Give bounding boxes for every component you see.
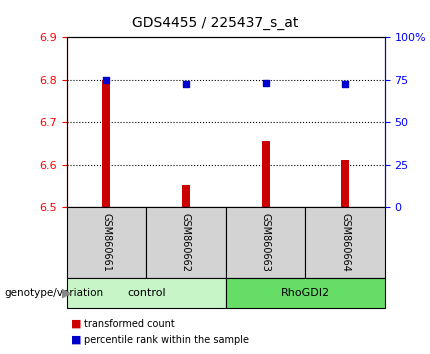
Point bbox=[183, 81, 190, 87]
Bar bbox=[182, 184, 190, 207]
FancyBboxPatch shape bbox=[67, 278, 226, 308]
Text: GDS4455 / 225437_s_at: GDS4455 / 225437_s_at bbox=[132, 16, 298, 30]
Text: transformed count: transformed count bbox=[84, 319, 175, 329]
Text: GSM860662: GSM860662 bbox=[181, 213, 191, 272]
FancyBboxPatch shape bbox=[305, 207, 385, 278]
Bar bbox=[102, 80, 111, 207]
FancyBboxPatch shape bbox=[146, 207, 226, 278]
Text: ■: ■ bbox=[71, 319, 81, 329]
Point bbox=[103, 78, 110, 83]
FancyBboxPatch shape bbox=[67, 207, 146, 278]
Bar bbox=[261, 141, 270, 207]
Text: GSM860664: GSM860664 bbox=[340, 213, 350, 272]
Point bbox=[342, 81, 349, 87]
Point bbox=[262, 80, 269, 86]
Text: GSM860661: GSM860661 bbox=[101, 213, 111, 272]
Text: RhoGDI2: RhoGDI2 bbox=[281, 288, 330, 298]
Text: GSM860663: GSM860663 bbox=[261, 213, 270, 272]
Text: genotype/variation: genotype/variation bbox=[4, 288, 104, 298]
FancyBboxPatch shape bbox=[226, 278, 385, 308]
FancyBboxPatch shape bbox=[226, 207, 305, 278]
Text: control: control bbox=[127, 288, 166, 298]
Text: ▶: ▶ bbox=[61, 286, 71, 299]
Text: ■: ■ bbox=[71, 335, 81, 345]
Bar bbox=[341, 160, 349, 207]
Text: percentile rank within the sample: percentile rank within the sample bbox=[84, 335, 249, 345]
